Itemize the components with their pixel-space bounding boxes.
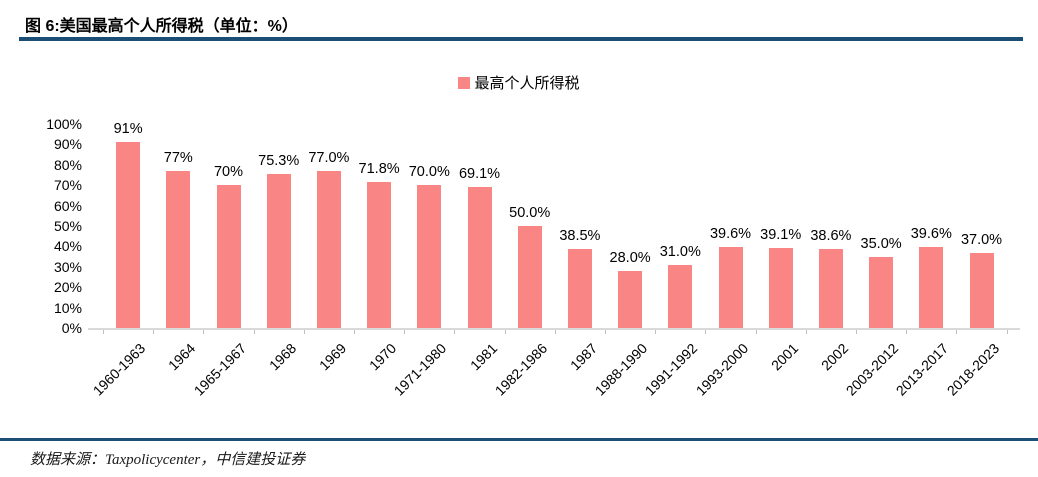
bar-label: 91% [113,121,143,138]
bar-label: 28.0% [609,249,651,266]
bar [718,247,743,328]
bar [316,170,341,328]
x-tick-label: 1981 [466,340,500,374]
legend-label: 最高个人所得税 [474,75,580,92]
axis-tick [303,330,305,334]
axis-tick [906,330,908,334]
legend: 最高个人所得税 [0,72,1038,93]
bar [216,185,241,328]
bar-label: 70% [213,164,244,181]
bar [919,247,944,328]
bar [417,185,442,328]
y-tick-label: 100% [46,116,82,132]
y-tick-label: 0% [61,320,82,336]
axis-tick [404,330,406,334]
bar-label: 70.0% [408,164,450,181]
bar-label: 39.1% [760,227,802,244]
bar [567,249,592,328]
bar-label: 77% [163,149,193,166]
bar-label: 31.0% [659,243,701,260]
legend-swatch [458,76,471,89]
bar [467,187,492,328]
x-tick-label: 2003-2012 [842,340,902,399]
x-tick-label: 1968 [265,340,300,374]
axis-tick [755,330,757,334]
x-tick-label: 1991-1992 [641,340,701,399]
bar [618,270,643,328]
x-tick-label: 2018-2023 [943,340,1002,399]
x-tick-label: 1987 [566,340,601,374]
bar [367,181,392,328]
bar [818,249,843,328]
axis-tick [655,330,657,334]
x-tick-label: 1982-1986 [491,340,551,399]
bar-label: 69.1% [458,166,501,183]
bar-label: 39.6% [910,226,952,243]
bar [166,170,191,328]
x-tick-label: 2002 [817,340,852,374]
y-tick-label: 90% [53,136,82,153]
axis-tick [856,330,857,334]
axis-tick [1006,330,1008,334]
bar [668,264,693,328]
y-tick-label: 80% [53,156,82,173]
data-source: 数据来源：Taxpolicycenter，中信建投证券 [30,452,306,468]
x-tick-label: 1970 [366,340,400,374]
axis-tick [153,330,155,334]
axis-tick [705,330,707,334]
bar-label: 38.5% [559,228,601,245]
bar [869,256,894,328]
bar-label: 75.3% [258,153,300,170]
chart-title: 图 6:美国最高个人所得税（单位：%） [25,18,298,35]
axis-tick [354,330,355,334]
x-tick-label: 1971-1980 [390,340,450,399]
bar-label: 71.8% [358,160,400,177]
axis-tick [956,330,958,334]
x-axis-line [88,328,1020,330]
bar-label: 37.0% [960,231,1003,248]
axis-tick [605,330,606,334]
axis-tick [805,330,807,334]
axis-tick [203,330,205,334]
footer-divider [0,438,1038,441]
y-tick-label: 40% [53,238,82,255]
x-tick-label: 1964 [165,340,199,374]
axis-tick [504,330,506,334]
bar [116,142,141,328]
x-tick-label: 1965-1967 [190,340,249,399]
bar-label: 35.0% [860,235,902,252]
bar [266,174,291,328]
bar-label: 38.6% [810,228,852,245]
bar [517,226,542,328]
bar-label: 77.0% [308,149,350,166]
bar [768,248,793,328]
axis-tick [454,330,456,334]
title-divider [19,37,1023,41]
bar-label: 39.6% [709,226,752,243]
x-tick-label: 2001 [767,340,802,374]
bar-label: 50.0% [509,205,551,221]
x-tick-label: 1993-2000 [692,340,751,399]
y-tick-label: 70% [53,177,82,194]
x-tick-label: 1988-1990 [591,340,651,399]
y-tick-label: 60% [53,197,82,214]
axis-tick [554,330,556,334]
y-tick-label: 30% [53,258,82,275]
bar [969,252,994,328]
x-tick-label: 1969 [315,340,350,374]
y-tick-label: 20% [53,279,82,296]
y-tick-label: 10% [53,299,82,316]
x-tick-label: 2013-2017 [892,340,952,399]
x-tick-label: 1960-1963 [89,340,149,399]
axis-tick [253,330,255,334]
y-tick-label: 50% [53,218,82,234]
axis-tick [103,330,104,334]
